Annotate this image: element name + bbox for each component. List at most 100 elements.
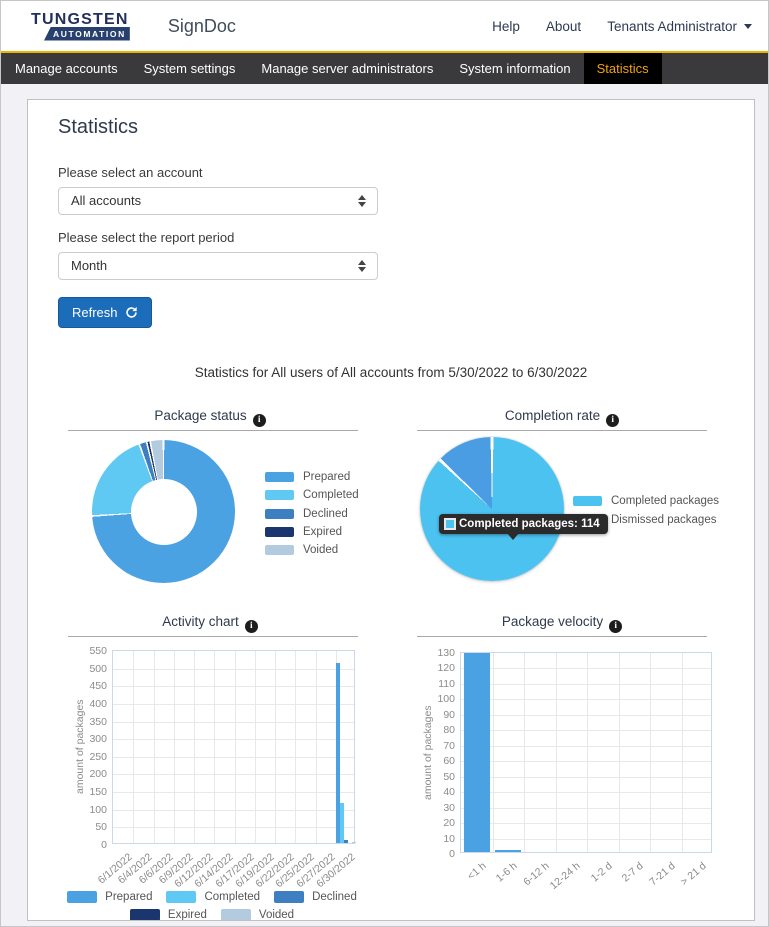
nav-tab-system-information[interactable]: System information [459, 61, 571, 76]
main-nav: Manage accounts System settings Manage s… [1, 53, 768, 84]
gridline [275, 651, 276, 843]
y-tick-label: 550 [89, 645, 107, 657]
legend-row: Expired Voided [28, 909, 396, 921]
legend-item: Declined [265, 505, 359, 523]
y-tick-label: 150 [89, 786, 107, 799]
gridline [461, 761, 711, 763]
summary-text: Statistics for All users of All accounts… [194, 365, 588, 380]
nav-tab-system-settings[interactable]: System settings [143, 61, 236, 76]
y-tick-label: 120 [437, 662, 455, 675]
gridline [113, 756, 354, 758]
y-tick-label: 40 [443, 786, 455, 799]
legend-swatch [220, 909, 251, 920]
legend-label: Declined [303, 507, 348, 520]
y-tick-label: 50 [443, 770, 455, 783]
y-tick-label: 70 [443, 739, 455, 752]
nav-tab-statistics[interactable]: Statistics [583, 53, 662, 84]
tooltip-caret [507, 533, 519, 540]
gridline [618, 653, 620, 852]
gridline [461, 730, 711, 732]
legend-swatch [265, 508, 294, 519]
activity-legend: Prepared Completed Declined Expired Voided [28, 891, 396, 921]
period-select-value: Month [71, 258, 108, 273]
account-select-value: All accounts [71, 193, 142, 208]
about-link[interactable]: About [545, 18, 582, 34]
package-status-donut-chart[interactable] [92, 440, 235, 583]
completion-rate-pie-chart[interactable] [420, 437, 564, 581]
tooltip-swatch [444, 518, 456, 530]
refresh-icon [125, 306, 137, 318]
statistics-panel: Statistics Please select an account All … [27, 99, 755, 921]
x-tick-label: 12-24 h [547, 860, 583, 893]
gridline [461, 683, 711, 685]
chart-title-text: Completion rate [504, 408, 601, 423]
legend-swatch [265, 490, 294, 501]
legend-item: Expired [129, 909, 207, 921]
velocity-plot-area[interactable]: 130 120 110 100 90 80 70 60 50 40 30 20 10 0 <1 h 1-6 h… [437, 647, 712, 892]
app-title: SignDoc [167, 15, 236, 36]
gridline [113, 792, 354, 794]
title-divider [68, 430, 358, 431]
legend-swatch [265, 545, 294, 556]
legend-item: Completed [265, 486, 359, 504]
user-menu[interactable]: Tenants Administrator [607, 19, 752, 34]
tooltip-text: Completed packages: 114 [459, 518, 600, 530]
gridline [113, 686, 354, 688]
legend-label: Completed packages [611, 494, 720, 507]
chart-title-text: Package velocity [501, 614, 604, 629]
info-icon[interactable]: i [606, 414, 620, 427]
gridline [254, 651, 256, 843]
y-tick-label: 250 [89, 750, 107, 763]
chart-title-package-velocity: Package velocity i [392, 614, 732, 633]
gridline [461, 699, 711, 701]
logo-primary-text: TUNGSTEN [31, 10, 129, 28]
period-select-label: Please select the report period [58, 230, 235, 245]
gridline [234, 651, 236, 843]
gridline [681, 653, 683, 852]
refresh-button[interactable]: Refresh [58, 297, 152, 328]
gridline [492, 653, 494, 852]
x-tick-label: 2-7 d [619, 860, 646, 885]
bar-voided [351, 842, 356, 843]
refresh-button-label: Refresh [72, 305, 118, 320]
legend-label: Voided [258, 909, 295, 921]
activity-plot-area[interactable]: 550 500 450 400 350 300 250 200 150 100 50 0 6/1/202… [89, 645, 357, 890]
legend-label: Expired [167, 909, 207, 921]
help-link[interactable]: Help [492, 18, 520, 34]
legend-swatch [274, 891, 305, 903]
legend-label: Completed [303, 489, 359, 502]
legend-label: Declined [312, 891, 357, 903]
velocity-chart: 130 120 110 100 90 80 70 60 50 40 30 20 10 0 <1 h 1-6 h… [437, 647, 712, 892]
y-tick-label: 500 [89, 662, 107, 675]
y-tick-label: 50 [95, 821, 107, 834]
gridline [113, 774, 354, 776]
bar-completed [339, 803, 344, 843]
gridline [461, 823, 711, 825]
info-icon[interactable]: i [244, 620, 258, 633]
y-tick-label: 30 [443, 801, 455, 814]
gridline [461, 807, 711, 809]
account-select-label: Please select an account [58, 165, 203, 180]
legend-swatch [573, 495, 602, 506]
y-tick-label: 200 [89, 768, 107, 781]
info-icon[interactable]: i [252, 414, 266, 427]
page-title: Statistics [58, 116, 139, 138]
gridline [461, 776, 711, 778]
chart-title-completion-rate: Completion rate i [392, 408, 732, 427]
period-select[interactable]: Month [58, 252, 378, 280]
nav-tab-manage-accounts[interactable]: Manage accounts [15, 61, 118, 76]
gridline [173, 651, 175, 843]
donut-hole [130, 478, 197, 545]
chart-title-text: Activity chart [162, 614, 239, 629]
x-tick-label: <1 h [464, 860, 489, 883]
y-tick-label: 300 [89, 733, 107, 746]
legend-item: Voided [220, 909, 295, 921]
select-arrows-icon [358, 195, 366, 207]
info-icon[interactable]: i [609, 620, 623, 633]
chevron-down-icon [744, 23, 752, 29]
legend-label: Voided [303, 544, 339, 557]
account-select[interactable]: All accounts [58, 187, 378, 215]
x-tick-label: 1-2 d [588, 860, 615, 885]
nav-tab-manage-server-administrators[interactable]: Manage server administrators [261, 61, 434, 76]
